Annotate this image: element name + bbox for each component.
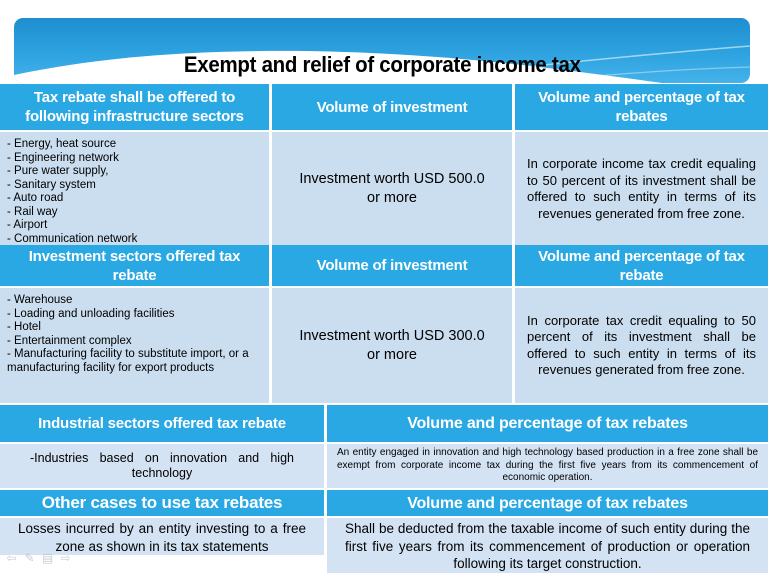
slideshow-nav-toolbar: ⇦ ✎ ▤ ⇨ [5,551,72,565]
list-item: - Rail way [7,205,58,218]
table-row-section2-body: - Warehouse - Loading and unloading faci… [0,288,768,403]
header-investment-sectors: Investment sectors offered tax rebate [0,245,269,286]
list-item: - Communication network [7,232,138,245]
rebate-detail-text: In corporate income tax credit equaling … [527,156,756,221]
investment-volume-500: Investment worth USD 500.0 or more [272,132,512,246]
header-volume-investment-2: Volume of investment [272,245,512,286]
rebate-detail-text: An entity engaged in innovation and high… [337,447,758,484]
table-row-section1-header: Tax rebate shall be offered to following… [0,84,768,130]
pen-tool-icon[interactable]: ✎ [24,551,35,565]
list-item: - Auto road [7,192,64,204]
list-item: - Pure water supply, [7,165,109,177]
header-tax-rebates-4: Volume and percentage of tax rebates [327,490,768,516]
list-item: - Engineering network [7,151,119,164]
header-industrial-sectors: Industrial sectors offered tax rebate [0,405,324,442]
header-tax-rebate-2: Volume and percentage of tax rebate [515,245,768,286]
list-item: - Airport [7,219,48,231]
rebate-detail-section2: In corporate tax credit equaling to 50 p… [515,288,768,403]
header-other-cases: Other cases to use tax rebates [0,490,324,516]
rebate-detail-section4: Shall be deducted from the taxable incom… [327,518,768,573]
title-banner: Exempt and relief of corporate income ta… [14,18,750,83]
list-item: - Manufacturing facility to substitute i… [7,348,249,374]
rebate-detail-section1: In corporate income tax credit equaling … [515,132,768,246]
table-row-section1-body: - Energy, heat source - Engineering netw… [0,132,768,246]
list-item: - Loading and unloading facilities [7,307,175,320]
table-row-section3-body: -Industries based on innovation and high… [0,444,768,488]
rebate-detail-text: In corporate tax credit equaling to 50 p… [527,312,756,378]
industrial-sectors-text: -Industries based on innovation and high… [30,451,294,480]
rebate-detail-section3: An entity engaged in innovation and high… [327,444,768,488]
investment-sector-list: - Warehouse - Loading and unloading faci… [0,288,269,403]
rebate-detail-text: Shall be deducted from the taxable incom… [345,521,750,571]
other-cases-text: Losses incurred by an entity investing t… [18,521,306,554]
header-tax-rebates-1: Volume and percentage of tax rebates [515,84,768,130]
next-slide-icon[interactable]: ⇨ [60,551,71,565]
list-item: - Warehouse [7,294,73,306]
slide-menu-icon[interactable]: ▤ [41,551,54,565]
page-title: Exempt and relief of corporate income ta… [183,52,581,77]
infrastructure-sector-list: - Energy, heat source - Engineering netw… [0,132,269,246]
industrial-sectors-cell: -Industries based on innovation and high… [0,444,324,488]
banner-wave-graphic [14,18,750,83]
table-row-section4-header: Other cases to use tax rebates Volume an… [0,490,768,516]
other-cases-cell: Losses incurred by an entity investing t… [0,518,324,555]
header-volume-investment-1: Volume of investment [272,84,512,130]
table-row-section2-header: Investment sectors offered tax rebate Vo… [0,245,768,286]
table-row-section3-header: Industrial sectors offered tax rebate Vo… [0,405,768,442]
list-item: - Hotel [7,321,41,333]
table-row-section4-body: Losses incurred by an entity investing t… [0,518,768,576]
list-item: - Energy, heat source [7,138,117,150]
tax-table: Tax rebate shall be offered to following… [0,84,768,576]
list-item: - Sanitary system [7,178,96,191]
investment-volume-300: Investment worth USD 300.0 or more [272,288,512,403]
header-infrastructure-sectors: Tax rebate shall be offered to following… [0,84,269,130]
header-tax-rebates-3: Volume and percentage of tax rebates [327,405,768,442]
prev-slide-icon[interactable]: ⇦ [6,551,17,565]
list-item: - Entertainment complex [7,334,132,347]
